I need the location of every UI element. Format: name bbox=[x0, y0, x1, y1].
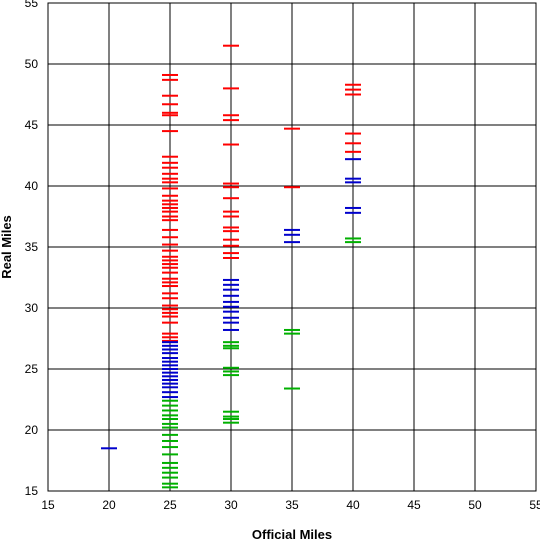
y-tick-label: 50 bbox=[25, 57, 39, 71]
x-tick-label: 50 bbox=[468, 498, 482, 512]
x-tick-label: 25 bbox=[163, 498, 177, 512]
y-tick-label: 35 bbox=[25, 240, 39, 254]
x-tick-label: 45 bbox=[407, 498, 421, 512]
y-tick-label: 40 bbox=[25, 179, 39, 193]
x-tick-label: 40 bbox=[346, 498, 360, 512]
plot-border bbox=[47, 2, 537, 492]
x-tick-label: 35 bbox=[285, 498, 299, 512]
y-tick-label: 55 bbox=[25, 0, 39, 10]
data-marks bbox=[101, 44, 361, 489]
x-tick-label: 20 bbox=[102, 498, 116, 512]
tick-labels: 15 20 25 30 35 40 45 50 55 15 20 25 30 35 40 45 50 55 bbox=[25, 0, 540, 512]
x-tick-label: 15 bbox=[41, 498, 55, 512]
y-tick-label: 25 bbox=[25, 362, 39, 376]
y-tick-label: 30 bbox=[25, 301, 39, 315]
y-axis-title: Real Miles bbox=[0, 215, 14, 279]
y-tick-label: 20 bbox=[25, 423, 39, 437]
y-tick-label: 15 bbox=[25, 484, 39, 498]
x-axis-title: Official Miles bbox=[252, 527, 332, 540]
x-tick-label: 55 bbox=[529, 498, 540, 512]
y-tick-label: 45 bbox=[25, 118, 39, 132]
grid bbox=[48, 3, 536, 491]
x-tick-label: 30 bbox=[224, 498, 238, 512]
